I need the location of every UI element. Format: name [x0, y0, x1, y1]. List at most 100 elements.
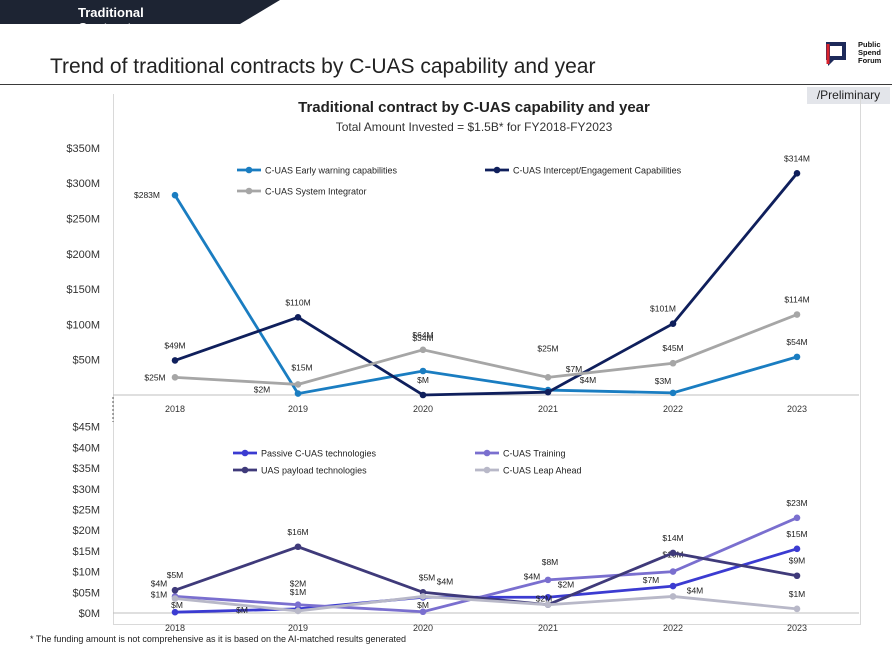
point-payload: [171, 586, 179, 594]
bottom-x-tick: 2023: [787, 623, 807, 633]
data-label-passive: $4M: [524, 571, 541, 581]
point-training: [294, 601, 302, 609]
point-intercept: [544, 388, 552, 396]
point-leap-ahead: [171, 595, 179, 602]
top-y-tick: $50M: [72, 355, 100, 367]
legend-marker-leap-ahead: [483, 466, 491, 474]
point-early-warning: [171, 191, 179, 199]
data-label-integrator: $25M: [537, 343, 558, 353]
logo-line: Forum: [858, 56, 882, 65]
data-label-training: $M: [417, 600, 429, 610]
banner-shape: [0, 0, 280, 24]
point-intercept: [419, 391, 427, 399]
data-label-integrator: $15M: [291, 362, 312, 372]
data-label-early-warning: $7M: [566, 364, 583, 374]
bottom-y-tick: $45M: [72, 422, 100, 434]
bottom-y-tick: $30M: [72, 484, 100, 496]
point-intercept: [669, 320, 677, 327]
title-divider: [0, 84, 892, 85]
point-intercept: [294, 314, 302, 321]
data-label-intercept: $314M: [784, 153, 810, 163]
top-y-tick: $350M: [66, 143, 100, 155]
point-integrator: [669, 359, 677, 367]
data-label-training: $2M: [290, 579, 307, 589]
top-y-tick: $200M: [66, 249, 100, 261]
data-label-payload: $5M: [419, 572, 436, 582]
bottom-y-tick: $35M: [72, 463, 100, 475]
legend-label-intercept: C-UAS Intercept/Engagement Capabilities: [513, 166, 682, 176]
point-early-warning: [793, 353, 801, 361]
series-line-payload: [174, 545, 798, 607]
data-label-training: $23M: [786, 498, 807, 508]
footnote: * The funding amount is not comprehensiv…: [30, 634, 407, 644]
series-line-leap-ahead: [174, 595, 798, 613]
bottom-y-tick: $15M: [72, 546, 100, 558]
data-label-early-warning: $3M: [655, 376, 672, 386]
legend-marker-passive: [241, 449, 249, 457]
data-label-payload: $14M: [662, 533, 683, 543]
top-x-tick: 2023: [787, 404, 807, 414]
point-leap-ahead: [544, 601, 552, 609]
data-label-integrator: $114M: [784, 295, 809, 305]
point-early-warning: [294, 390, 302, 397]
logo-line: Spend: [858, 48, 881, 57]
top-y-tick: $150M: [66, 284, 100, 296]
point-intercept: [793, 170, 801, 177]
point-payload: [294, 543, 302, 551]
series-line-early-warning: [173, 194, 798, 396]
data-label-passive: $7M: [643, 575, 660, 585]
series-line-training: [174, 516, 798, 614]
series-line-integrator: [174, 313, 798, 386]
point-leap-ahead: [669, 593, 677, 600]
bottom-y-tick: $10M: [72, 567, 100, 579]
data-label-early-warning: $2M: [254, 385, 271, 395]
top-y-tick: $300M: [66, 178, 100, 190]
data-label-payload: $2M: [536, 594, 553, 604]
logo-text: Public Spend Forum: [858, 41, 881, 65]
banner-text: Traditional Contracts: [78, 5, 144, 35]
data-label-integrator: $64M: [412, 330, 433, 340]
logo-line: Public: [858, 40, 881, 49]
point-integrator: [171, 374, 179, 381]
point-early-warning: [419, 367, 427, 375]
point-passive: [793, 545, 801, 553]
point-payload: [669, 549, 677, 557]
chart-subtitle: Total Amount Invested = $1.5B* for FY201…: [335, 120, 613, 134]
data-label-payload: $5M: [167, 570, 184, 580]
bottom-y-tick: $25M: [72, 505, 100, 517]
bottom-y-tick: $0M: [79, 608, 100, 620]
point-leap-ahead: [793, 605, 801, 613]
data-label-intercept: $4M: [580, 375, 597, 385]
data-label-passive: $15M: [786, 529, 807, 539]
top-x-tick: 2018: [165, 404, 185, 414]
point-payload: [793, 572, 801, 580]
data-label-intercept: $M: [417, 375, 429, 385]
data-label-early-warning: $54M: [786, 337, 807, 347]
data-label-passive: $1M: [290, 587, 307, 597]
point-early-warning: [669, 389, 677, 397]
data-label-leap-ahead: $2M: [558, 580, 575, 590]
top-x-tick: 2020: [413, 404, 433, 414]
preliminary-badge: /Preliminary: [807, 87, 890, 104]
legend-marker-intercept: [493, 166, 501, 174]
bottom-y-tick: $05M: [72, 587, 100, 599]
legend-label-training: C-UAS Training: [503, 449, 566, 459]
data-label-early-warning: $34M: [412, 333, 433, 343]
series-line-intercept: [174, 172, 799, 397]
point-integrator: [419, 346, 427, 354]
point-leap-ahead: [294, 607, 302, 615]
top-x-tick: 2021: [538, 404, 558, 414]
top-y-tick: $100M: [66, 319, 100, 331]
bottom-x-tick: 2020: [413, 623, 433, 633]
logo-mark-icon: [826, 42, 846, 66]
point-integrator: [294, 381, 302, 388]
data-label-leap-ahead: $M: [236, 605, 248, 615]
point-training: [544, 576, 552, 584]
legend-label-payload: UAS payload technologies: [261, 466, 367, 476]
legend-marker-integrator: [245, 187, 253, 195]
bottom-x-tick: 2021: [538, 623, 558, 633]
legend-label-early-warning: C-UAS Early warning capabilities: [265, 166, 398, 176]
data-label-intercept: $110M: [285, 297, 310, 307]
point-integrator: [793, 311, 801, 318]
